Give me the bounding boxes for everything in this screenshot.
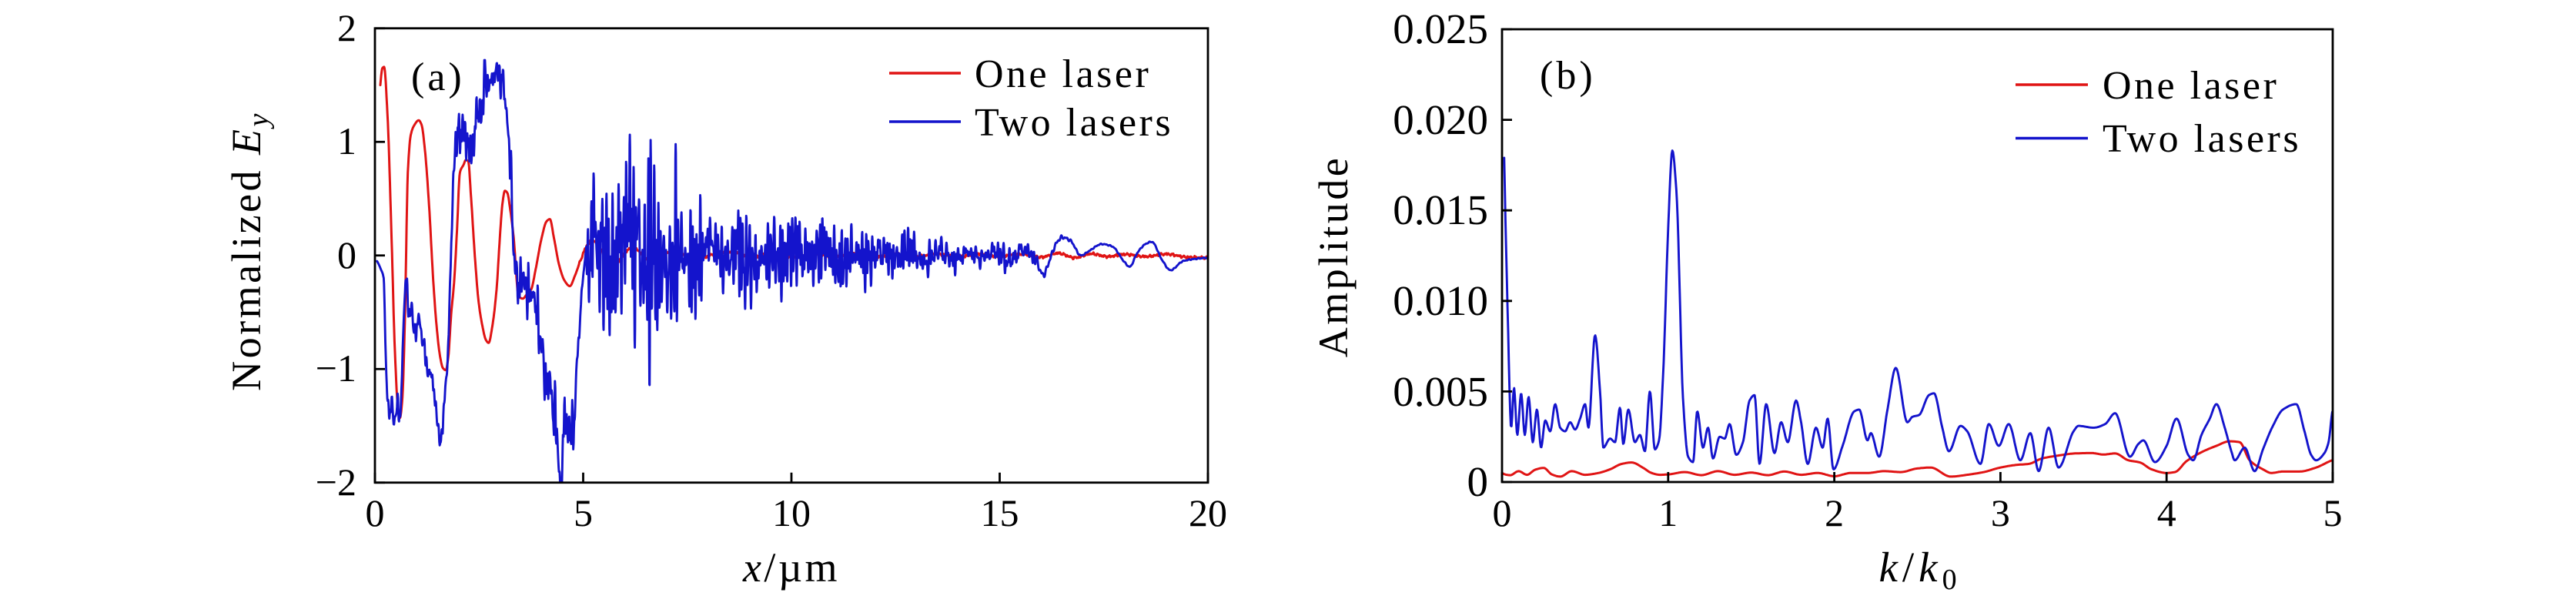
svg-text:20: 20	[1189, 491, 1227, 534]
svg-text:(a): (a)	[411, 55, 465, 99]
svg-text:15: 15	[981, 491, 1019, 534]
svg-text:0: 0	[337, 233, 356, 276]
svg-text:0: 0	[1493, 491, 1512, 534]
svg-text:10: 10	[772, 491, 811, 534]
svg-text:0: 0	[1467, 458, 1489, 505]
svg-text:−1: −1	[316, 347, 356, 390]
svg-text:0.025: 0.025	[1393, 5, 1488, 52]
svg-text:4: 4	[2157, 491, 2176, 534]
svg-text:0.015: 0.015	[1393, 186, 1488, 233]
svg-text:0: 0	[366, 491, 385, 534]
svg-text:Two lasers: Two lasers	[2103, 117, 2301, 161]
svg-text:−2: −2	[316, 460, 356, 504]
svg-text:0.005: 0.005	[1393, 368, 1488, 415]
svg-text:One laser: One laser	[2103, 64, 2279, 108]
svg-text:0.010: 0.010	[1393, 277, 1488, 324]
svg-text:0.020: 0.020	[1393, 96, 1488, 143]
svg-text:One laser: One laser	[975, 52, 1151, 96]
svg-text:1: 1	[1658, 491, 1678, 534]
svg-text:5: 5	[2323, 491, 2343, 534]
svg-text:k/k0: k/k0	[1878, 544, 1961, 596]
svg-text:Amplitude: Amplitude	[1310, 156, 1357, 357]
svg-text:Two lasers: Two lasers	[975, 101, 1173, 145]
svg-text:5: 5	[574, 491, 593, 534]
svg-text:x/µm: x/µm	[742, 544, 840, 591]
svg-text:3: 3	[1991, 491, 2010, 534]
svg-text:2: 2	[337, 6, 356, 49]
svg-text:2: 2	[1825, 491, 1844, 534]
svg-text:(b): (b)	[1540, 54, 1596, 98]
svg-text:1: 1	[337, 119, 356, 162]
svg-text:Normalized Ey: Normalized Ey	[223, 111, 275, 391]
